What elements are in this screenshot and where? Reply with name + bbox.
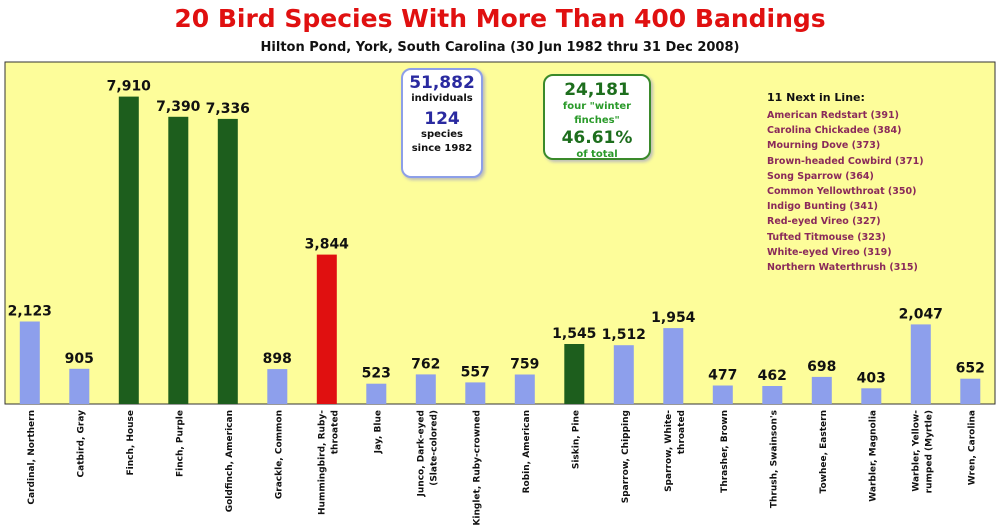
category-label-0: Cardinal, Northern	[27, 410, 37, 505]
total-species-label: species	[421, 129, 463, 140]
category-label-2: Finch, House	[126, 410, 136, 476]
winter-finches-label: four "winter finches"	[562, 101, 632, 126]
category-label-19: Wren, Carolina	[967, 410, 977, 485]
bar-9	[465, 382, 486, 404]
bar-15	[762, 386, 783, 404]
category-label-8: (Slate-colored)	[429, 410, 439, 486]
next-in-line-item: American Redstart (391)	[767, 110, 899, 121]
category-label-3: Finch, Purple	[175, 410, 185, 477]
value-label-1: 905	[65, 351, 94, 367]
value-label-0: 2,123	[8, 304, 52, 320]
value-label-16: 698	[807, 359, 836, 375]
value-label-19: 652	[956, 361, 985, 377]
bar-8	[415, 374, 436, 404]
value-label-3: 7,390	[156, 99, 201, 115]
category-label-14: Thrasher, Brown	[720, 410, 730, 493]
category-label-10: Robin, American	[522, 410, 532, 493]
winter-finches-box: 24,181 four "winter finches" 46.61% of t…	[543, 74, 651, 160]
bar-7	[366, 383, 387, 404]
bar-11	[564, 344, 585, 404]
chart-subtitle: Hilton Pond, York, South Carolina (30 Ju…	[260, 40, 740, 55]
value-label-6: 3,844	[305, 237, 350, 253]
value-label-11: 1,545	[552, 326, 596, 342]
next-in-line-item: Brown-headed Cowbird (371)	[767, 155, 924, 167]
bar-18	[910, 324, 931, 404]
bar-6	[316, 254, 337, 404]
bar-12	[613, 345, 634, 404]
winter-finches-count: 24,181	[564, 80, 630, 100]
category-label-9: Kinglet, Ruby-crowned	[472, 410, 482, 526]
next-in-line-item: Common Yellowthroat (350)	[767, 186, 917, 198]
bar-16	[811, 376, 832, 404]
bar-14	[712, 385, 733, 404]
bar-4	[217, 118, 238, 405]
value-label-14: 477	[708, 368, 737, 384]
category-label-13: throated	[677, 410, 687, 454]
category-label-7: Jay, Blue	[373, 410, 383, 454]
next-in-line-item: Song Sparrow (364)	[767, 170, 874, 182]
category-label-16: Towhee, Eastern	[819, 410, 829, 493]
category-label-8: Junco, Dark-eyed	[416, 410, 426, 497]
value-label-15: 462	[758, 368, 787, 384]
total-individuals-value: 51,882	[409, 73, 475, 93]
category-label-18: rumped (Myrtle)	[924, 410, 934, 493]
category-label-12: Sparrow, Chipping	[621, 410, 631, 503]
bar-2	[118, 96, 139, 404]
category-label-15: Thrush, Swainson's	[769, 410, 779, 508]
next-in-line-item: Mourning Dove (373)	[767, 140, 881, 152]
next-in-line-item: Red-eyed Vireo (327)	[767, 216, 881, 228]
category-label-11: Siskin, Pine	[571, 410, 581, 469]
category-label-4: Goldfinch, American	[225, 410, 235, 512]
value-label-4: 7,336	[206, 101, 250, 117]
next-in-line-list: 11 Next in Line: American Redstart (391)…	[767, 91, 924, 275]
bar-3	[168, 116, 189, 405]
bar-13	[663, 328, 684, 404]
since-label: since 1982	[411, 143, 473, 154]
next-in-line-item: White-eyed Vireo (319)	[767, 246, 892, 258]
value-label-2: 7,910	[107, 79, 152, 95]
next-in-line-heading: 11 Next in Line:	[767, 91, 865, 104]
winter-finches-of-total: of total	[576, 149, 618, 160]
category-labels-group: Cardinal, Northern Catbird, Gray Finch, Ho…	[27, 410, 977, 526]
totals-box: 51,882 individuals 124 species since 198…	[401, 68, 483, 178]
bar-1	[69, 368, 90, 404]
value-label-5: 898	[263, 351, 292, 367]
bar-10	[514, 374, 535, 404]
next-in-line-item: Carolina Chickadee (384)	[767, 125, 902, 137]
value-label-9: 557	[461, 364, 490, 380]
next-in-line-item: Northern Waterthrush (315)	[767, 262, 918, 274]
winter-finches-percent: 46.61%	[561, 128, 633, 148]
category-label-6: Hummingbird, Ruby-	[317, 410, 327, 515]
category-label-6: throated	[330, 410, 340, 454]
value-label-7: 523	[362, 366, 391, 382]
category-label-17: Warbler, Magnolia	[868, 410, 878, 502]
value-label-10: 759	[510, 357, 539, 373]
value-label-12: 1,512	[602, 327, 646, 343]
bar-17	[861, 388, 882, 404]
category-label-13: Sparrow, White-	[664, 410, 674, 492]
next-in-line-item: Tufted Titmouse (323)	[767, 231, 886, 243]
next-in-line-item: Indigo Bunting (341)	[767, 201, 878, 213]
total-species-value: 124	[424, 109, 460, 129]
bar-5	[267, 369, 288, 404]
value-label-8: 762	[411, 356, 440, 372]
total-individuals-label: individuals	[411, 93, 473, 104]
category-label-18: Warbler, Yellow-	[911, 410, 921, 492]
value-label-13: 1,954	[651, 310, 696, 326]
chart-title: 20 Bird Species With More Than 400 Bandi…	[174, 4, 826, 33]
bar-0	[19, 321, 40, 404]
bars-group	[19, 96, 981, 405]
bar-19	[960, 378, 981, 404]
value-label-18: 2,047	[899, 306, 943, 322]
category-label-1: Catbird, Gray	[76, 410, 86, 478]
value-label-17: 403	[857, 370, 886, 386]
category-label-5: Grackle, Common	[274, 410, 284, 499]
